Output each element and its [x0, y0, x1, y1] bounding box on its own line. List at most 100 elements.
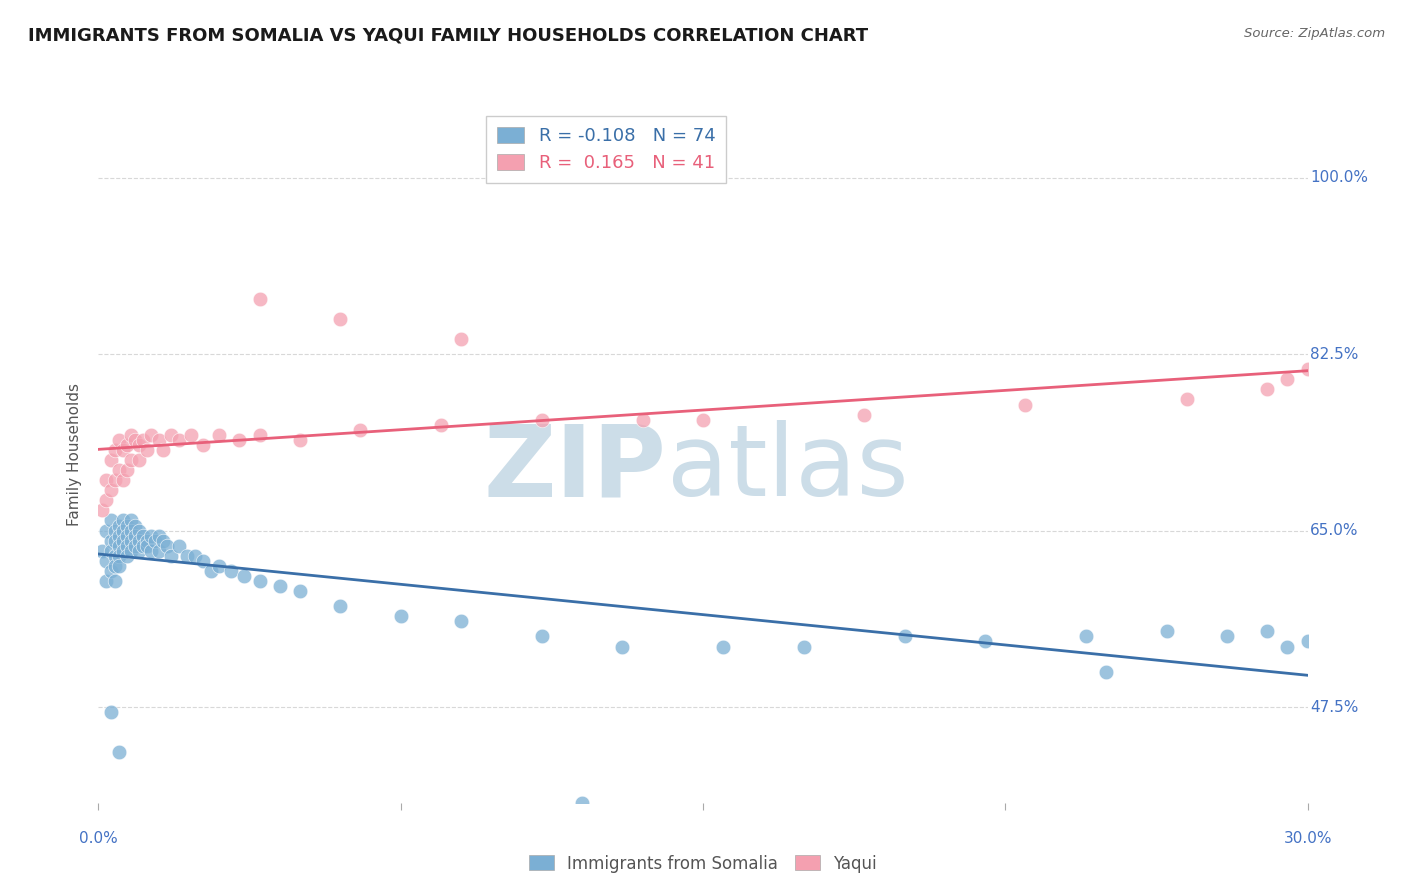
Point — [96, 554, 118, 568]
Point — [103, 442, 125, 457]
Point — [450, 615, 472, 629]
Point — [1156, 624, 1178, 639]
Point — [349, 423, 371, 437]
Point — [103, 524, 125, 538]
Point — [91, 503, 114, 517]
Point — [156, 539, 179, 553]
Point — [143, 533, 166, 548]
Point — [103, 549, 125, 563]
Point — [208, 427, 231, 442]
Point — [167, 433, 190, 447]
Point — [91, 543, 114, 558]
Point — [249, 427, 271, 442]
Point — [148, 528, 170, 542]
Point — [96, 574, 118, 588]
Point — [100, 705, 122, 719]
Point — [103, 574, 125, 588]
Point — [530, 412, 553, 426]
Point — [1095, 665, 1118, 679]
Point — [329, 311, 352, 326]
Point — [148, 543, 170, 558]
Point — [135, 533, 157, 548]
Point — [180, 427, 202, 442]
Text: 47.5%: 47.5% — [1310, 699, 1358, 714]
Point — [193, 438, 215, 452]
Point — [96, 473, 118, 487]
Point — [111, 524, 134, 538]
Point — [1277, 640, 1299, 654]
Text: 0.0%: 0.0% — [79, 830, 118, 846]
Point — [100, 483, 122, 498]
Point — [128, 533, 150, 548]
Point — [530, 629, 553, 643]
Point — [115, 549, 138, 563]
Point — [1256, 383, 1278, 397]
Text: 30.0%: 30.0% — [1284, 830, 1331, 846]
Point — [115, 438, 138, 452]
Y-axis label: Family Households: Family Households — [67, 384, 83, 526]
Point — [1277, 372, 1299, 386]
Point — [139, 528, 162, 542]
Point — [120, 533, 142, 548]
Point — [107, 539, 129, 553]
Point — [176, 549, 198, 563]
Point — [132, 433, 155, 447]
Point — [103, 533, 125, 548]
Point — [103, 558, 125, 573]
Point — [1216, 629, 1239, 643]
Point — [135, 539, 157, 553]
Point — [115, 539, 138, 553]
Text: IMMIGRANTS FROM SOMALIA VS YAQUI FAMILY HOUSEHOLDS CORRELATION CHART: IMMIGRANTS FROM SOMALIA VS YAQUI FAMILY … — [28, 27, 869, 45]
Point — [269, 579, 291, 593]
Point — [249, 292, 271, 306]
Point — [221, 564, 243, 578]
Point — [111, 473, 134, 487]
Point — [115, 518, 138, 533]
Point — [1074, 629, 1097, 643]
Point — [120, 513, 142, 527]
Point — [107, 433, 129, 447]
Text: atlas: atlas — [666, 420, 908, 517]
Point — [208, 558, 231, 573]
Point — [120, 427, 142, 442]
Point — [100, 453, 122, 467]
Point — [228, 433, 250, 447]
Point — [111, 543, 134, 558]
Text: Source: ZipAtlas.com: Source: ZipAtlas.com — [1244, 27, 1385, 40]
Point — [711, 640, 734, 654]
Legend: Immigrants from Somalia, Yaqui: Immigrants from Somalia, Yaqui — [523, 848, 883, 880]
Point — [853, 408, 876, 422]
Point — [631, 412, 654, 426]
Point — [249, 574, 271, 588]
Point — [120, 524, 142, 538]
Point — [124, 433, 146, 447]
Point — [571, 796, 593, 810]
Point — [200, 564, 222, 578]
Point — [160, 427, 183, 442]
Point — [232, 569, 254, 583]
Point — [111, 513, 134, 527]
Point — [139, 427, 162, 442]
Text: 82.5%: 82.5% — [1310, 347, 1358, 361]
Point — [793, 640, 815, 654]
Point — [329, 599, 352, 614]
Point — [111, 533, 134, 548]
Point — [1256, 624, 1278, 639]
Point — [107, 549, 129, 563]
Point — [167, 539, 190, 553]
Point — [139, 543, 162, 558]
Point — [135, 442, 157, 457]
Point — [124, 539, 146, 553]
Point — [107, 745, 129, 759]
Point — [184, 549, 207, 563]
Point — [148, 433, 170, 447]
Point — [128, 438, 150, 452]
Point — [115, 528, 138, 542]
Point — [152, 533, 174, 548]
Point — [120, 543, 142, 558]
Point — [612, 640, 634, 654]
Point — [128, 543, 150, 558]
Point — [288, 584, 311, 599]
Point — [193, 554, 215, 568]
Point — [111, 442, 134, 457]
